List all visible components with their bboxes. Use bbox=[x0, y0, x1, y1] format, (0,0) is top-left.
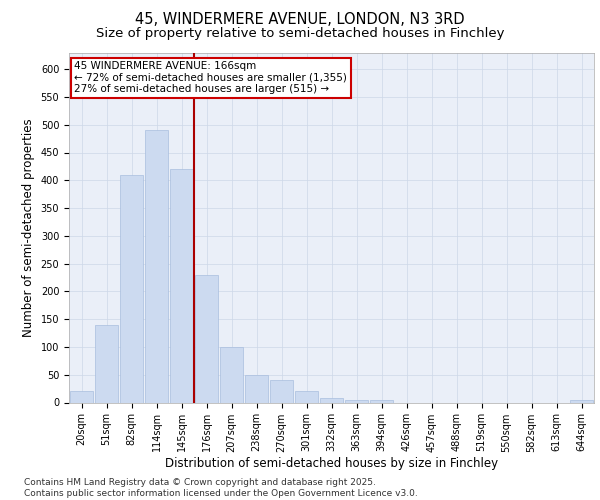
Bar bbox=[220, 347, 243, 403]
Text: Size of property relative to semi-detached houses in Finchley: Size of property relative to semi-detach… bbox=[96, 28, 504, 40]
Bar bbox=[370, 400, 393, 402]
Bar bbox=[270, 380, 293, 402]
Y-axis label: Number of semi-detached properties: Number of semi-detached properties bbox=[22, 118, 35, 337]
Text: 45, WINDERMERE AVENUE, LONDON, N3 3RD: 45, WINDERMERE AVENUE, LONDON, N3 3RD bbox=[135, 12, 465, 28]
Text: Contains HM Land Registry data © Crown copyright and database right 2025.
Contai: Contains HM Land Registry data © Crown c… bbox=[24, 478, 418, 498]
Bar bbox=[320, 398, 343, 402]
Bar bbox=[195, 274, 218, 402]
Bar bbox=[120, 174, 143, 402]
Bar bbox=[245, 374, 268, 402]
Bar bbox=[295, 392, 318, 402]
Bar bbox=[570, 400, 593, 402]
Bar bbox=[70, 392, 93, 402]
Bar bbox=[95, 324, 118, 402]
Bar bbox=[345, 400, 368, 402]
Text: 45 WINDERMERE AVENUE: 166sqm
← 72% of semi-detached houses are smaller (1,355)
2: 45 WINDERMERE AVENUE: 166sqm ← 72% of se… bbox=[74, 61, 347, 94]
Bar bbox=[145, 130, 168, 402]
X-axis label: Distribution of semi-detached houses by size in Finchley: Distribution of semi-detached houses by … bbox=[165, 457, 498, 470]
Bar bbox=[170, 169, 193, 402]
